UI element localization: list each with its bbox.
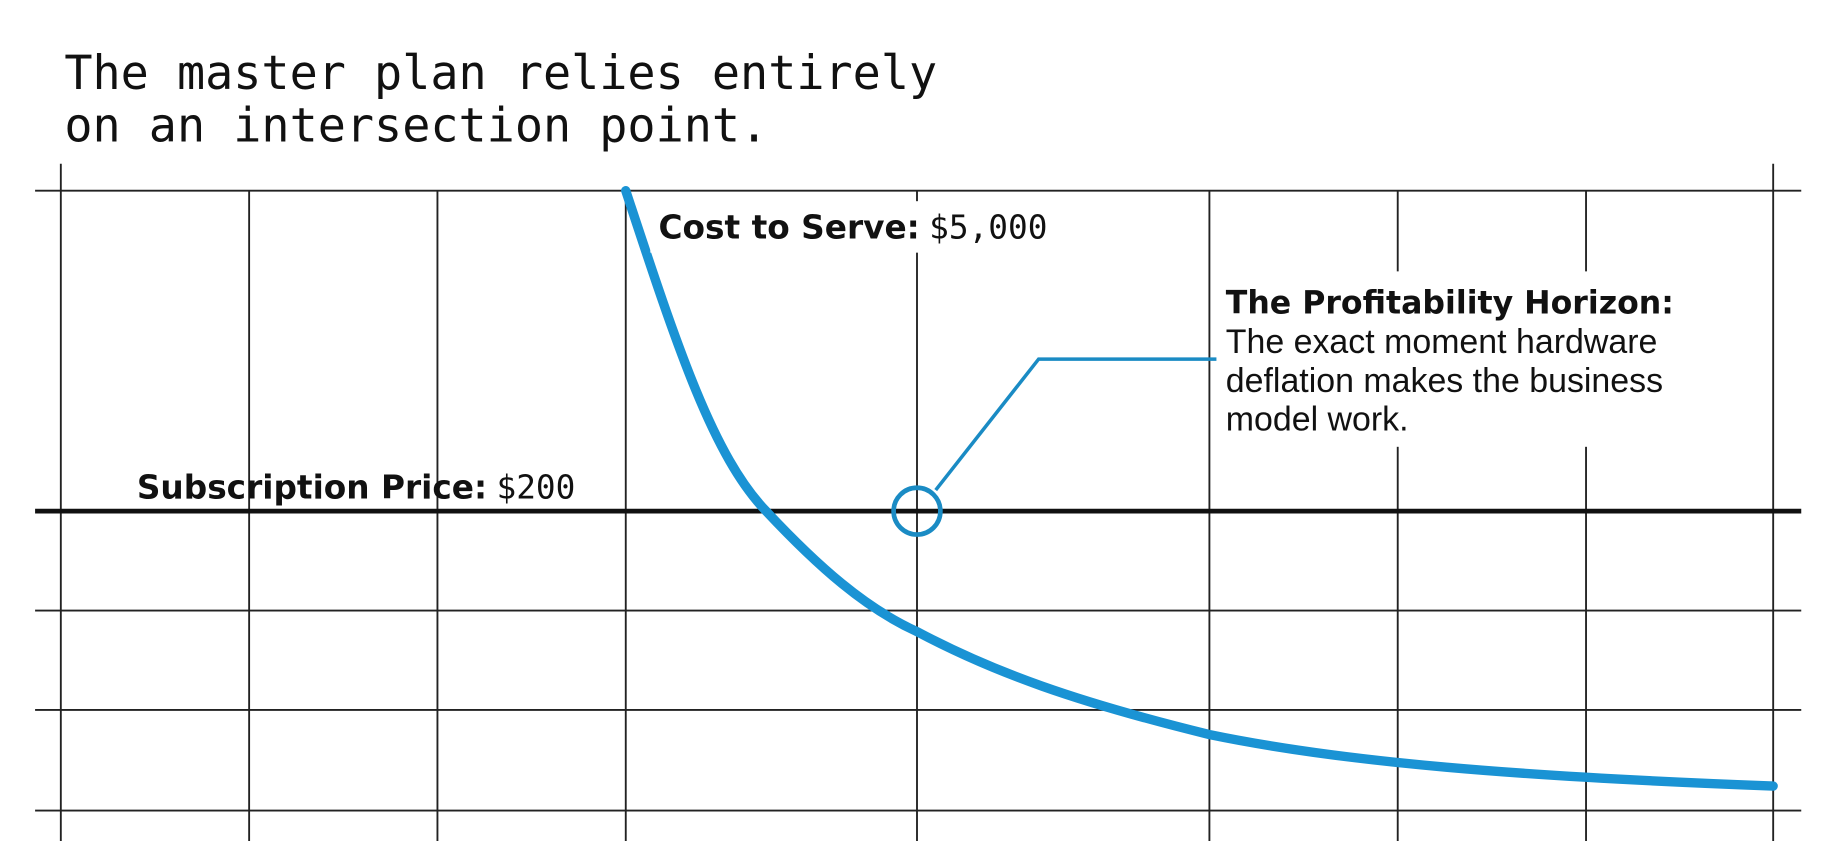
title-line: The master plan relies entirely [64,47,937,101]
cost-label-value: $5,000 [929,209,1047,247]
label-backdrop [650,201,1072,253]
annotation-line: model work. [1226,400,1409,438]
annotation-line: The exact moment hardware [1226,323,1658,361]
title-line: on an intersection point. [64,100,768,154]
price-label-name: Subscription Price: [137,468,487,506]
price-label: Subscription Price: $200 [137,468,576,506]
cost-curve [621,185,1778,791]
annotation-backdrop [1216,271,1727,447]
cost-label-name: Cost to Serve: [659,209,920,247]
intersection-marker [891,485,943,537]
annotation-line: deflation makes the business [1226,362,1663,400]
cost-label: Cost to Serve: $5,000 [659,209,1048,247]
annotation-heading: The Profitability Horizon: [1226,285,1674,321]
leader-line [934,357,1217,492]
price-label-value: $200 [496,468,575,506]
